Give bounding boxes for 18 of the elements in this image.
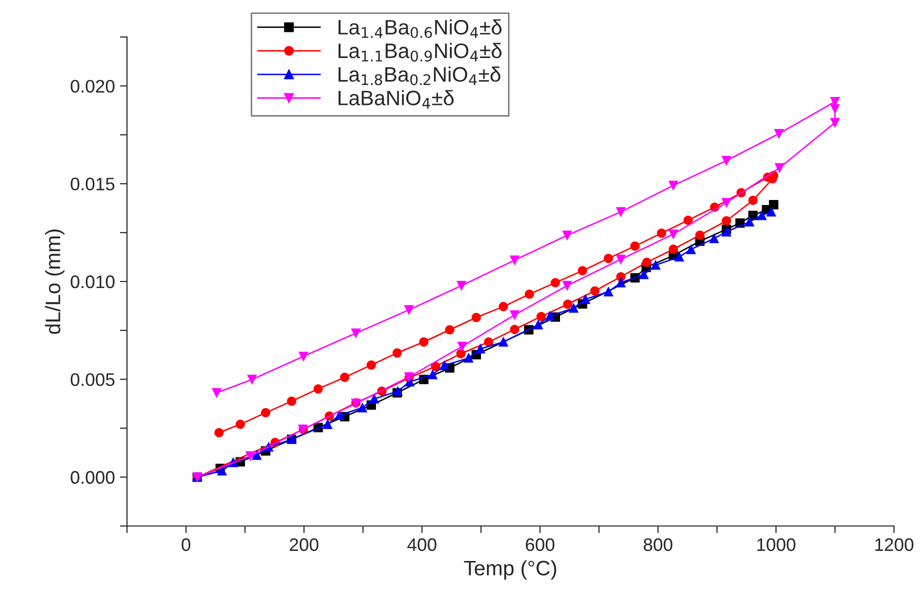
y-tick-label: 0.005	[70, 373, 114, 386]
y-axis-title: dL/Lo (mm)	[45, 230, 64, 334]
x-tick-label: 600	[526, 538, 554, 552]
x-axis-title: Temp (°C)	[464, 560, 556, 580]
x-tick-label: 800	[644, 538, 672, 552]
legend-label: La$_{1.1}$Ba$_{0.9}$NiO$_{4}$±δ	[338, 42, 502, 62]
x-tick-label: 1200	[875, 538, 914, 552]
legend-label: La$_{1.8}$Ba$_{0.2}$NiO$_{4}$±δ	[338, 66, 500, 86]
y-tick-label: 0.015	[70, 178, 114, 190]
legend-label: La$_{1.4}$Ba$_{0.6}$NiO$_{4}$±δ	[338, 19, 502, 38]
x-tick-label: 0	[182, 538, 190, 552]
y-tick-label: 0.000	[70, 471, 114, 484]
y-tick-label: 0.020	[70, 80, 114, 93]
y-tick-label: 0.010	[70, 275, 114, 288]
x-tick-label: 1000	[757, 538, 796, 552]
x-tick-label: 200	[290, 538, 318, 552]
legend-label: LaBaNiO$_{4}$±δ	[338, 90, 454, 109]
x-tick-label: 400	[407, 538, 436, 552]
